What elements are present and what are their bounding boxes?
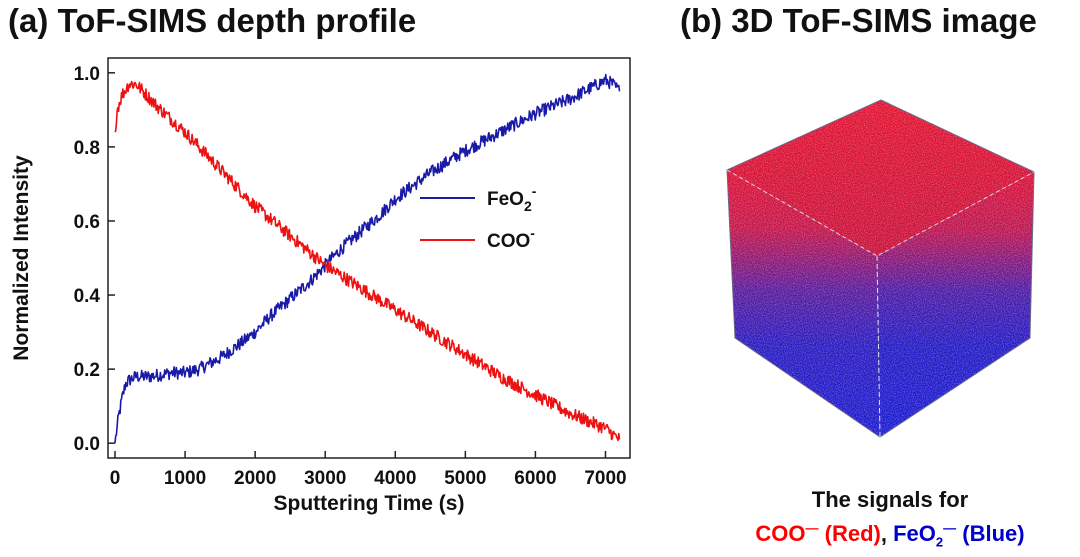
legend: FeO2- COO- <box>420 183 537 252</box>
x-tick-label-0: 0 <box>110 468 121 489</box>
panel-a-title: (a) ToF-SIMS depth profile <box>8 2 417 39</box>
y-tick-label-3: 0.6 <box>74 212 100 233</box>
caption-line-2: COO— (Red), FeO2— (Blue) <box>755 521 1025 550</box>
x-tick-label-7: 7000 <box>584 468 626 489</box>
cube-speckle <box>727 100 1034 437</box>
x-axis-label: Sputtering Time (s) <box>274 492 465 515</box>
y-axis-label: Normalized Intensity <box>10 155 33 361</box>
series-layer <box>114 73 621 444</box>
cube-front-edges <box>726 169 1035 257</box>
cube-vertical-edge <box>876 255 881 438</box>
axis-ticks: 0 1000 2000 3000 4000 5000 6000 7000 0.0 0.2 0.4 0.… <box>74 64 627 489</box>
caption-feo2: FeO2— (Blue) <box>893 521 1025 550</box>
series-line-0 <box>114 73 621 444</box>
x-tick-label-5: 5000 <box>444 468 486 489</box>
y-tick-label-4: 0.8 <box>74 138 100 159</box>
plot-frame <box>107 57 631 459</box>
x-tick-label-4: 4000 <box>374 468 416 489</box>
series-line-1 <box>114 80 621 442</box>
caption-line-1: The signals for <box>811 487 969 512</box>
y-tick-label-0: 0.0 <box>74 434 100 455</box>
caption-coo: COO— (Red) <box>755 521 881 547</box>
x-tick-label-3: 3000 <box>304 468 346 489</box>
y-tick-label-5: 1.0 <box>74 64 100 85</box>
tof-sims-3d-cube <box>726 99 1035 438</box>
cube-caption: The signals for COO— (Red), FeO2— (Blue) <box>700 485 1080 557</box>
x-tick-label-6: 6000 <box>514 468 556 489</box>
legend-label-feo2: FeO2- <box>487 183 537 214</box>
panel-b-title: (b) 3D ToF-SIMS image <box>680 2 1037 39</box>
y-tick-label-2: 0.4 <box>74 286 101 307</box>
legend-label-coo: COO- <box>487 225 535 252</box>
x-tick-label-1: 1000 <box>164 468 206 489</box>
y-tick-label-1: 0.2 <box>74 360 100 381</box>
x-tick-label-2: 2000 <box>234 468 276 489</box>
